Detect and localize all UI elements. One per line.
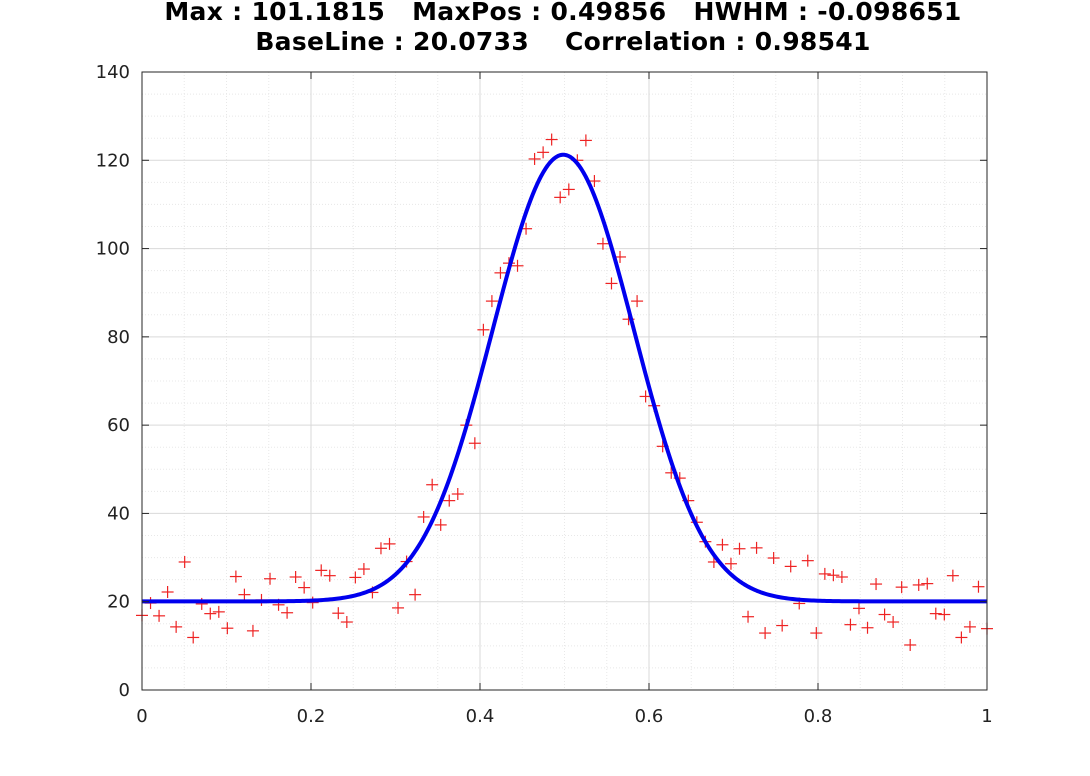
data-point — [895, 581, 908, 594]
data-point — [955, 631, 968, 644]
data-point — [921, 577, 934, 590]
data-point — [153, 609, 166, 622]
data-point — [494, 266, 507, 279]
y-tick-label: 80 — [107, 327, 130, 348]
y-tick-label: 100 — [96, 239, 130, 260]
data-point — [776, 619, 789, 632]
data-point — [605, 277, 618, 290]
data-point — [229, 570, 242, 583]
data-point — [929, 607, 942, 620]
data-point — [963, 620, 976, 633]
x-tick-label: 1 — [981, 706, 992, 727]
data-point — [340, 616, 353, 629]
data-point — [383, 537, 396, 550]
data-point — [801, 554, 814, 567]
data-point — [887, 616, 900, 629]
data-point — [374, 542, 387, 555]
data-point — [827, 569, 840, 582]
data-point — [784, 560, 797, 573]
data-point — [170, 620, 183, 633]
minor-grid — [142, 72, 987, 690]
y-tick-label: 60 — [107, 415, 130, 436]
plot-area-frame — [141, 71, 988, 691]
data-point — [818, 567, 831, 580]
data-point — [554, 191, 567, 204]
data-point — [912, 578, 925, 591]
data-point — [392, 601, 405, 614]
fit-curve — [142, 152, 987, 604]
data-point — [878, 608, 891, 621]
data-point — [443, 494, 456, 507]
data-point — [562, 183, 575, 196]
y-tick-label: 20 — [107, 592, 130, 613]
data-point — [264, 572, 277, 585]
fit-line — [142, 152, 987, 604]
x-tick-label: 0.8 — [804, 706, 833, 727]
x-tick-label: 0.4 — [466, 706, 495, 727]
data-point — [861, 621, 874, 634]
data-point — [417, 510, 430, 523]
data-point — [315, 564, 328, 577]
data-point — [844, 618, 857, 631]
data-point — [716, 538, 729, 551]
axis-tick-labels: 0 0.2 0.4 0.6 0.8 1 0 20 40 60 80 100 120 140 — [96, 62, 993, 727]
data-point — [750, 541, 763, 554]
data-point — [246, 624, 259, 637]
data-point — [972, 580, 985, 593]
data-point — [938, 608, 951, 621]
y-tick-label: 120 — [96, 150, 130, 171]
data-point — [724, 557, 737, 570]
x-tick-label: 0 — [136, 706, 147, 727]
data-point — [323, 569, 336, 582]
data-point — [870, 578, 883, 591]
data-point — [332, 607, 345, 620]
data-point — [810, 627, 823, 640]
x-tick-label: 0.6 — [635, 706, 664, 727]
data-point — [298, 581, 311, 594]
data-point — [434, 518, 447, 531]
data-point — [733, 542, 746, 555]
y-tick-label: 0 — [119, 680, 130, 701]
data-point — [212, 605, 225, 618]
data-point — [588, 175, 601, 188]
data-point — [204, 607, 217, 620]
data-point — [852, 602, 865, 615]
data-point — [161, 586, 174, 599]
data-point — [759, 627, 772, 640]
data-point — [485, 295, 498, 308]
x-tick-label: 0.2 — [297, 706, 326, 727]
data-point — [579, 134, 592, 147]
data-point — [946, 569, 959, 582]
data-point — [187, 631, 200, 644]
data-point — [904, 638, 917, 651]
data-point — [349, 571, 362, 584]
data-point — [537, 146, 550, 159]
data-point — [631, 295, 644, 308]
data-point — [596, 237, 609, 250]
data-point — [742, 610, 755, 623]
data-point — [528, 152, 541, 165]
data-point — [221, 622, 234, 635]
data-point — [357, 563, 370, 576]
axis-ticks — [141, 71, 988, 691]
chart-title-line-1: Max : 101.1815 MaxPos : 0.49856 HWHM : -… — [164, 0, 962, 26]
data-point — [281, 606, 294, 619]
data-point — [178, 555, 191, 568]
chart-title-line-2: BaseLine : 20.0733 Correlation : 0.98541 — [255, 27, 871, 56]
data-point — [451, 488, 464, 501]
data-point — [835, 570, 848, 583]
data-point — [767, 552, 780, 565]
data-point — [477, 323, 490, 336]
data-point — [426, 478, 439, 491]
data-point — [511, 259, 524, 272]
data-point — [545, 133, 558, 146]
data-point — [468, 437, 481, 450]
y-tick-label: 40 — [107, 503, 130, 524]
data-point — [238, 588, 251, 601]
y-tick-label: 140 — [96, 62, 130, 83]
data-point — [409, 588, 422, 601]
data-point — [289, 570, 302, 583]
